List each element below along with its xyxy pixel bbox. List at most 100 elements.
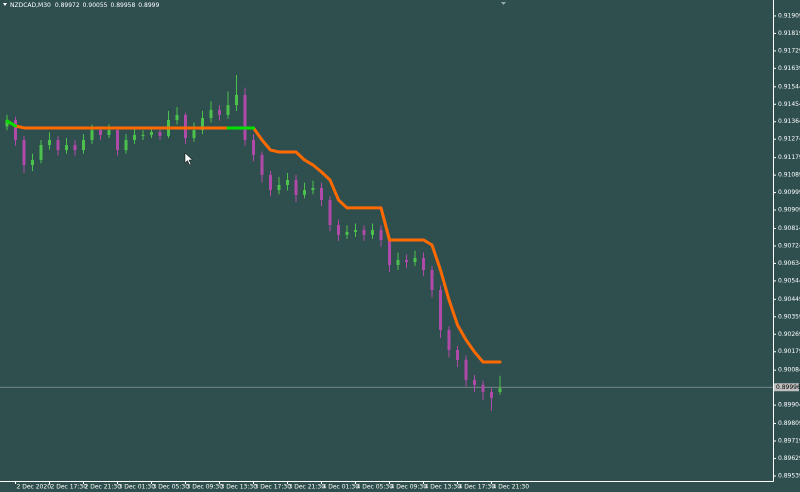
candle-body [48, 139, 51, 146]
x-tick-label: 2 Dec 21:30 [85, 484, 122, 491]
candle-body [328, 199, 332, 225]
x-tick-label: 4 Dec 21:30 [493, 484, 530, 491]
y-tick-label: 0.90814 [778, 225, 800, 232]
y-tick-label: 0.90724 [778, 242, 800, 249]
candle-body [243, 94, 247, 140]
candle-body [354, 230, 357, 232]
chart-shift-marker [501, 2, 506, 5]
header-open: 0.89972 [55, 2, 80, 9]
y-tick-label: 0.90449 [778, 296, 800, 303]
chart-title: NZDCAD,M30 [10, 2, 51, 9]
candle-body [294, 179, 298, 195]
candle-body [192, 130, 196, 139]
y-tick-label: 0.91639 [778, 65, 800, 72]
candle-body [405, 259, 408, 263]
candle-body [218, 109, 221, 115]
candle-body [175, 114, 179, 120]
candle-body [396, 259, 400, 265]
x-tick-label: 3 Dec 09:30 [187, 484, 224, 491]
y-tick-label: 0.91909 [778, 12, 800, 19]
y-tick-label: 0.90634 [778, 260, 800, 267]
x-tick-label: 2 Dec 17:30 [51, 484, 88, 491]
candle-body [303, 190, 306, 195]
y-tick-label: 0.91544 [778, 83, 800, 90]
x-tick-label: 4 Dec 17:30 [459, 484, 496, 491]
candle-body [490, 391, 493, 398]
candle-body [22, 139, 26, 166]
candle-body [5, 119, 9, 127]
header-low: 0.89958 [110, 2, 135, 9]
y-tick-label: 0.91819 [778, 30, 800, 37]
candle-body [422, 257, 425, 271]
y-tick-label: 0.91454 [778, 101, 800, 108]
header-close: 0.8999 [138, 2, 159, 9]
y-tick-label: 0.90909 [778, 207, 800, 214]
candle-body [209, 109, 213, 119]
candle-body [65, 145, 68, 151]
y-tick-label: 0.91179 [778, 154, 800, 161]
candle-body [116, 130, 119, 151]
bid-label-box [774, 383, 799, 392]
candle-body [73, 145, 77, 151]
candle-body [235, 94, 238, 106]
candle-body [14, 119, 17, 140]
x-tick-label: 4 Dec 01:30 [323, 484, 360, 491]
y-tick-label: 0.91089 [778, 172, 800, 179]
chart-header: NZDCAD,M30 0.89972 0.90055 0.89958 0.8999 [10, 2, 159, 9]
candle-body [481, 384, 485, 392]
candle-body [201, 118, 204, 131]
candle-body [456, 349, 459, 360]
y-tick-label: 0.89629 [778, 455, 800, 462]
candle-body [447, 329, 451, 350]
candle-body [150, 132, 153, 135]
candle-body [90, 130, 94, 140]
candle-body [277, 185, 281, 191]
candle-body [39, 145, 43, 160]
candle-body [498, 388, 502, 392]
candle-body [413, 257, 417, 263]
candle-body [133, 134, 136, 140]
y-tick-label: 0.90999 [778, 189, 800, 196]
y-tick-label: 0.89904 [778, 402, 800, 409]
y-tick-label: 0.89809 [778, 420, 800, 427]
candle-body [439, 290, 442, 330]
candle-body [141, 134, 145, 136]
candle-body [379, 230, 383, 240]
candle-body [362, 230, 366, 235]
x-tick-label: 4 Dec 09:30 [391, 484, 428, 491]
candle-body [464, 359, 468, 380]
y-tick-label: 0.90084 [778, 367, 800, 374]
candle-body [388, 239, 391, 265]
x-tick-label: 4 Dec 13:30 [425, 484, 462, 491]
header-high: 0.90055 [83, 2, 108, 9]
candle-body [345, 231, 349, 235]
y-tick-label: 0.91274 [778, 136, 800, 143]
candle-body [473, 379, 476, 385]
candle-body [82, 139, 85, 151]
x-tick-label: 2 Dec 2020 [17, 484, 52, 491]
y-tick-label: 0.91729 [778, 47, 800, 54]
y-tick-label: 0.89539 [778, 472, 800, 479]
candle-body [311, 187, 315, 191]
y-tick-label: 0.90359 [778, 313, 800, 320]
candle-body [269, 174, 272, 191]
bid-label: 0.89996 [776, 384, 800, 391]
y-tick-label: 0.90179 [778, 348, 800, 355]
candle-body [107, 130, 111, 135]
candle-body [252, 139, 255, 155]
candle-body [158, 132, 162, 136]
y-tick-label: 0.91364 [778, 118, 800, 125]
symbol-menu-icon[interactable] [3, 3, 7, 6]
x-tick-label: 3 Dec 17:30 [255, 484, 292, 491]
candle-body [124, 139, 128, 151]
mouse-cursor [184, 152, 194, 166]
candle-body [226, 105, 230, 115]
candle-body [286, 179, 289, 186]
candle-body [371, 230, 374, 235]
x-tick-label: 3 Dec 01:30 [119, 484, 156, 491]
candle-body [430, 270, 434, 291]
y-tick-label: 0.90544 [778, 277, 800, 284]
